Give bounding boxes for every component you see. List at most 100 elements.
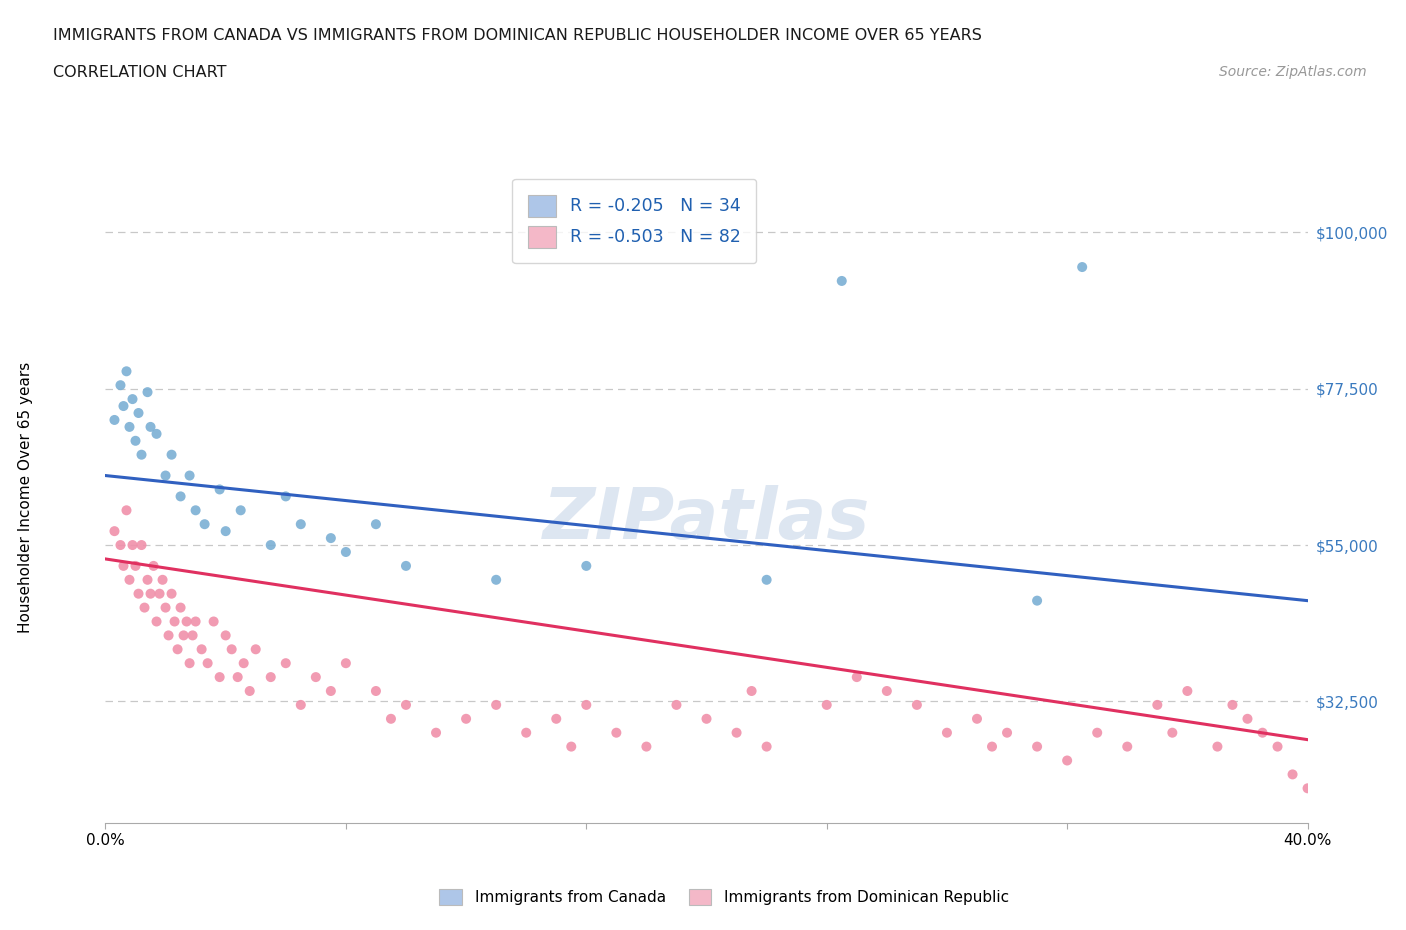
Point [121, 392, 143, 406]
Point [128, 586, 150, 601]
Point [364, 517, 387, 532]
Point [335, 545, 357, 560]
Point [546, 711, 568, 726]
Point [274, 656, 297, 671]
Point [380, 711, 402, 726]
Point [110, 378, 132, 392]
Point [145, 614, 167, 629]
Point [124, 433, 146, 448]
Point [134, 600, 156, 615]
Point [208, 482, 231, 497]
Point [725, 725, 748, 740]
Point [208, 670, 231, 684]
Point [179, 468, 201, 483]
Point [515, 725, 537, 740]
Point [425, 725, 447, 740]
Point [1175, 684, 1198, 698]
Point [290, 698, 312, 712]
Point [169, 600, 191, 615]
Point [1236, 711, 1258, 726]
Point [112, 558, 135, 573]
Point [319, 531, 342, 546]
Point [335, 656, 357, 671]
Point [160, 447, 183, 462]
Point [936, 725, 959, 740]
Point [395, 698, 418, 712]
Point [139, 419, 162, 434]
Point [274, 489, 297, 504]
Point [1222, 698, 1244, 712]
Point [214, 524, 236, 538]
Point [1267, 739, 1289, 754]
Point [1161, 725, 1184, 740]
Point [239, 684, 262, 698]
Point [876, 684, 898, 698]
Point [454, 711, 477, 726]
Point [124, 558, 146, 573]
Point [169, 489, 191, 504]
Point [1251, 725, 1274, 740]
Point [136, 572, 159, 587]
Point [103, 413, 125, 428]
Text: Householder Income Over 65 years: Householder Income Over 65 years [18, 362, 32, 633]
Point [605, 725, 627, 740]
Point [202, 614, 225, 629]
Point [179, 656, 201, 671]
Legend: R = -0.205   N = 34, R = -0.503   N = 82: R = -0.205 N = 34, R = -0.503 N = 82 [513, 179, 756, 263]
Point [214, 628, 236, 643]
Point [1281, 767, 1303, 782]
Text: ZIPatlas: ZIPatlas [543, 485, 870, 553]
Point [148, 586, 170, 601]
Point [131, 447, 153, 462]
Point [1296, 781, 1319, 796]
Point [560, 739, 582, 754]
Point [905, 698, 928, 712]
Point [136, 385, 159, 400]
Point [395, 558, 418, 573]
Point [485, 698, 508, 712]
Point [118, 419, 141, 434]
Point [121, 538, 143, 552]
Point [364, 684, 387, 698]
Point [118, 572, 141, 587]
Point [131, 538, 153, 552]
Point [194, 517, 217, 532]
Text: CORRELATION CHART: CORRELATION CHART [53, 65, 226, 80]
Text: IMMIGRANTS FROM CANADA VS IMMIGRANTS FROM DOMINICAN REPUBLIC HOUSEHOLDER INCOME : IMMIGRANTS FROM CANADA VS IMMIGRANTS FRO… [53, 28, 983, 43]
Point [485, 572, 508, 587]
Point [163, 614, 186, 629]
Point [305, 670, 328, 684]
Point [1056, 753, 1078, 768]
Point [166, 642, 188, 657]
Point [1116, 739, 1139, 754]
Point [184, 614, 207, 629]
Point [184, 503, 207, 518]
Point [181, 628, 204, 643]
Point [157, 628, 180, 643]
Point [245, 642, 267, 657]
Point [696, 711, 718, 726]
Point [160, 586, 183, 601]
Point [755, 739, 778, 754]
Point [1085, 725, 1108, 740]
Point [115, 503, 138, 518]
Point [229, 503, 252, 518]
Point [232, 656, 254, 671]
Point [290, 517, 312, 532]
Point [145, 427, 167, 442]
Point [831, 273, 853, 288]
Point [815, 698, 838, 712]
Point [110, 538, 132, 552]
Point [173, 628, 195, 643]
Point [112, 399, 135, 414]
Point [845, 670, 868, 684]
Point [1026, 739, 1049, 754]
Legend: Immigrants from Canada, Immigrants from Dominican Republic: Immigrants from Canada, Immigrants from … [433, 883, 1015, 911]
Point [152, 572, 174, 587]
Point [176, 614, 198, 629]
Point [575, 558, 598, 573]
Point [103, 524, 125, 538]
Point [319, 684, 342, 698]
Point [755, 572, 778, 587]
Point [155, 468, 177, 483]
